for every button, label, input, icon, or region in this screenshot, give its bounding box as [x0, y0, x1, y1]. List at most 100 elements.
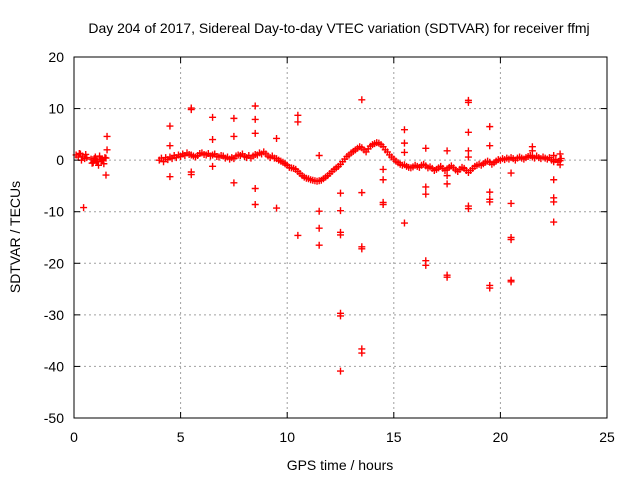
plus-marker — [103, 146, 111, 154]
data-point — [464, 153, 472, 161]
plus-marker — [315, 241, 323, 249]
x-axis-ticks: 0 5 10 15 20 25 — [70, 57, 615, 445]
plus-marker — [337, 189, 344, 197]
x-tick-label: 20 — [493, 429, 509, 445]
plus-marker — [507, 199, 515, 207]
data-point — [166, 142, 174, 150]
plus-marker — [92, 157, 100, 165]
plus-marker — [102, 171, 110, 179]
data-point — [358, 96, 366, 104]
data-point — [166, 173, 174, 181]
plus-marker — [443, 172, 451, 180]
data-point — [251, 129, 259, 137]
plus-marker — [379, 176, 387, 184]
data-point — [550, 176, 558, 184]
data-point — [464, 205, 472, 213]
y-axis-ticks: -50 -40 -30 -20 -10 0 10 20 — [44, 49, 607, 426]
data-point — [550, 198, 558, 206]
data-point — [251, 185, 259, 193]
data-point — [294, 118, 302, 126]
data-point — [337, 367, 344, 375]
y-tick-label: -10 — [44, 204, 64, 220]
data-point — [294, 231, 302, 239]
plus-marker — [337, 231, 344, 239]
plus-marker — [486, 188, 494, 196]
data-point — [230, 114, 238, 122]
data-point — [400, 126, 408, 134]
x-tick-label: 5 — [177, 429, 185, 445]
plus-marker — [91, 153, 99, 161]
data-point — [464, 147, 472, 155]
plus-marker — [422, 183, 430, 191]
plus-marker — [209, 136, 217, 144]
plus-marker — [422, 190, 430, 198]
data-point — [102, 171, 110, 179]
data-point — [230, 132, 238, 140]
data-point — [337, 189, 344, 197]
data-point — [209, 136, 217, 144]
data-point — [486, 188, 494, 196]
plus-marker — [83, 154, 91, 162]
data-point — [422, 144, 430, 152]
plus-marker — [315, 207, 323, 215]
plus-marker — [230, 132, 238, 140]
plus-marker — [422, 261, 430, 269]
data-points — [72, 96, 565, 375]
plus-marker — [95, 161, 103, 169]
plot-frame — [73, 56, 608, 419]
chart-title: Day 204 of 2017, Sidereal Day-to-day VTE… — [88, 20, 589, 36]
data-point — [464, 98, 472, 106]
plus-marker — [358, 189, 366, 197]
data-point — [96, 152, 104, 160]
data-point — [358, 349, 366, 357]
data-point — [103, 132, 111, 140]
x-axis-title: GPS time / hours — [287, 457, 394, 473]
plus-marker — [315, 224, 323, 232]
data-point — [443, 147, 451, 155]
data-point — [187, 171, 195, 179]
x-tick-label: 0 — [70, 429, 78, 445]
data-point — [75, 149, 83, 157]
y-tick-label: -50 — [44, 410, 64, 426]
plus-marker — [556, 150, 564, 158]
data-point — [83, 154, 91, 162]
plus-marker — [550, 198, 558, 206]
plus-marker — [187, 104, 195, 112]
plus-marker — [507, 169, 515, 177]
data-point — [88, 159, 96, 167]
data-point — [337, 207, 344, 215]
data-point — [95, 161, 103, 169]
plus-marker — [507, 278, 515, 286]
plus-marker — [230, 114, 238, 122]
data-point — [230, 179, 238, 187]
data-point — [379, 165, 387, 173]
data-point — [358, 189, 366, 197]
data-point — [528, 147, 536, 155]
data-point — [251, 115, 259, 123]
data-point — [443, 172, 451, 180]
data-point — [91, 153, 99, 161]
plus-marker — [550, 176, 558, 184]
data-point — [379, 200, 387, 208]
data-point — [379, 176, 387, 184]
plus-marker — [379, 165, 387, 173]
data-point — [507, 278, 515, 286]
plus-marker — [379, 200, 387, 208]
y-tick-label: 10 — [48, 101, 64, 117]
plus-marker — [486, 123, 494, 131]
plus-marker — [166, 173, 174, 181]
plus-marker — [230, 179, 238, 187]
data-point — [507, 169, 515, 177]
y-axis-title: SDTVAR / TECUs — [7, 181, 23, 293]
plus-marker — [315, 152, 323, 160]
plus-marker — [273, 134, 281, 142]
plus-marker — [294, 111, 302, 119]
plus-marker — [337, 207, 344, 215]
data-point — [486, 123, 494, 131]
x-tick-label: 25 — [599, 429, 615, 445]
data-point — [486, 284, 494, 292]
plus-marker — [464, 153, 472, 161]
data-point — [209, 162, 217, 170]
plus-marker — [251, 115, 259, 123]
